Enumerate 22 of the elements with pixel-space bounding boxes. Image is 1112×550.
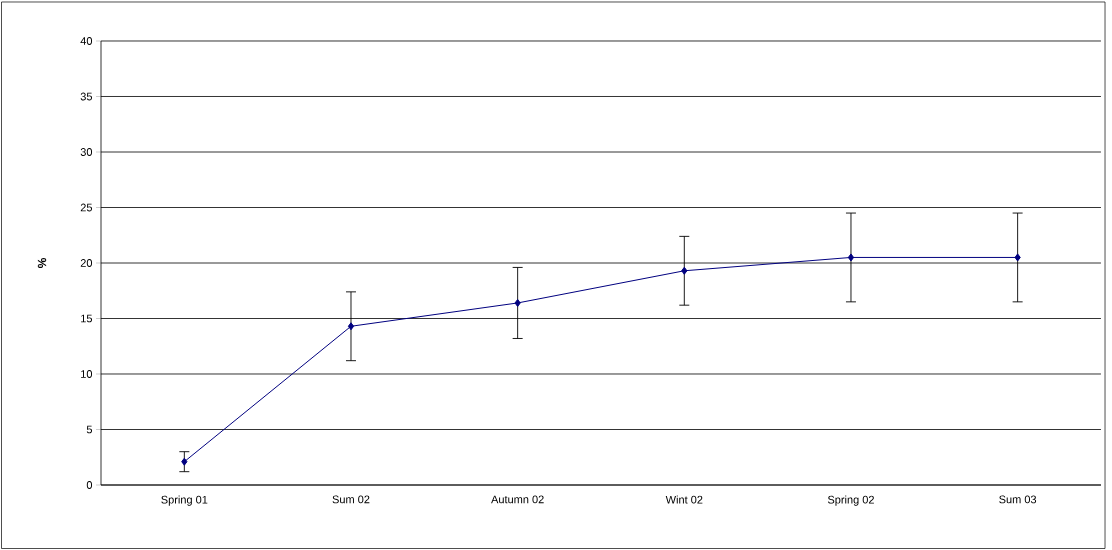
x-tick-label: Wint 02 — [665, 495, 703, 504]
y-tick-label: 30 — [80, 148, 93, 156]
point — [181, 457, 188, 466]
y-tick-label: 35 — [80, 92, 93, 101]
x-tick-label: Sum 03 — [999, 495, 1037, 504]
point — [847, 253, 855, 262]
point — [347, 322, 355, 331]
y-tick-label: 5 — [86, 425, 93, 434]
x-tick-label: Spring 01 — [161, 495, 208, 506]
x-tick-label: Autumn 02 — [491, 495, 544, 504]
y-tick-label: 25 — [80, 203, 93, 212]
point — [514, 298, 521, 307]
y-axis-title: % — [37, 257, 47, 269]
y-tick-label: 0 — [86, 481, 93, 489]
x-tick-label: Spring 02 — [827, 495, 874, 506]
y-tick-label: 20 — [80, 259, 93, 267]
x-tick-label: Sum 02 — [332, 495, 370, 504]
point — [1014, 253, 1021, 262]
point — [681, 266, 688, 275]
y-tick-label: 15 — [81, 314, 93, 323]
y-tick-label: 40 — [80, 37, 93, 45]
y-tick-label: 10 — [81, 370, 93, 378]
